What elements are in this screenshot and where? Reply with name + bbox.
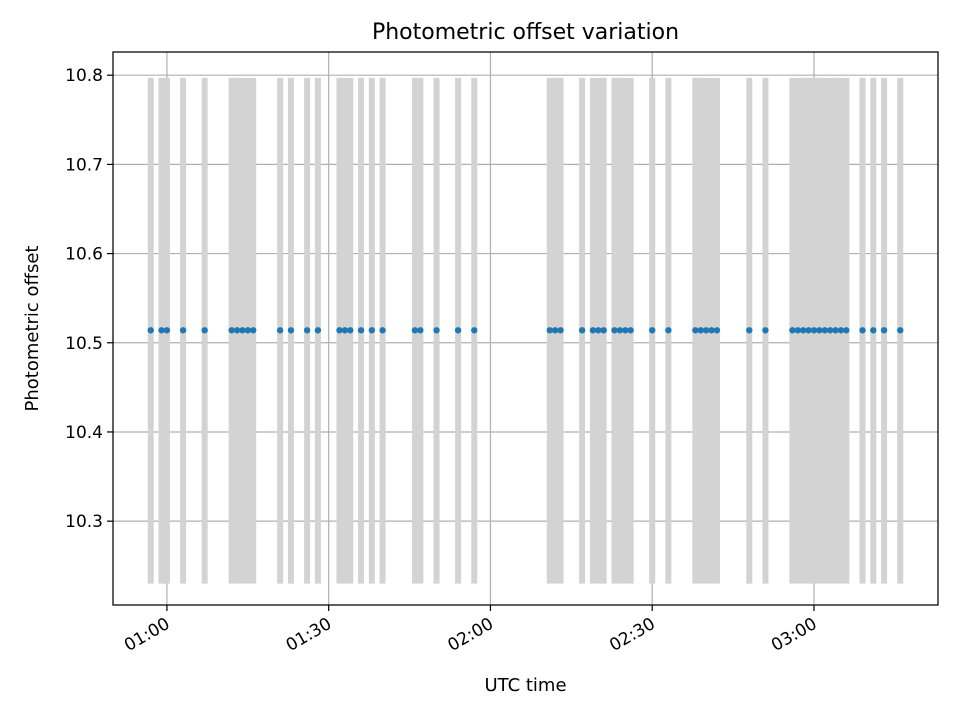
- data-point: [600, 327, 607, 334]
- data-point: [616, 327, 624, 334]
- data-point: [287, 327, 295, 334]
- data-point: [708, 327, 715, 334]
- data-point: [843, 327, 850, 334]
- data-point: [433, 327, 440, 334]
- data-point: [314, 327, 322, 334]
- data-point: [163, 327, 171, 334]
- data-point: [870, 327, 877, 334]
- data-point: [276, 327, 284, 334]
- data-point: [228, 327, 235, 334]
- chart-title: Photometric offset variation: [372, 20, 679, 45]
- data-point: [551, 327, 559, 334]
- y-tick-label: 10.4: [65, 423, 103, 443]
- data-point: [746, 327, 753, 334]
- data-point: [158, 327, 165, 334]
- data-point: [805, 327, 812, 334]
- data-point: [799, 327, 807, 334]
- data-point: [859, 327, 866, 334]
- data-point: [627, 327, 634, 334]
- x-tick-label: 02:00: [445, 614, 497, 656]
- data-point: [697, 327, 704, 334]
- data-point: [589, 327, 597, 334]
- data-point: [578, 327, 586, 334]
- data-point: [595, 327, 602, 334]
- data-point: [471, 327, 478, 334]
- y-tick-label: 10.8: [65, 66, 103, 86]
- data-point: [557, 327, 564, 334]
- data-point: [794, 327, 802, 334]
- data-point: [821, 327, 828, 334]
- data-point: [832, 327, 839, 334]
- data-point: [762, 327, 769, 334]
- data-point: [239, 327, 246, 334]
- data-point: [244, 327, 252, 334]
- data-point: [147, 327, 154, 334]
- data-point: [789, 327, 796, 334]
- y-tick-label: 10.3: [65, 512, 103, 532]
- data-point: [179, 327, 187, 334]
- data-point: [837, 327, 845, 334]
- data-point: [336, 327, 343, 334]
- data-point: [233, 327, 241, 334]
- data-point: [546, 327, 553, 334]
- data-point: [368, 327, 376, 334]
- x-tick-label: 02:30: [606, 614, 658, 656]
- data-point: [303, 327, 311, 334]
- data-point: [357, 327, 365, 334]
- data-point: [201, 327, 208, 334]
- data-point: [702, 327, 710, 334]
- data-point: [341, 327, 349, 334]
- data-points: [147, 327, 904, 334]
- x-axis-label: UTC time: [484, 675, 566, 696]
- y-tick-label: 10.5: [65, 334, 103, 354]
- data-point: [810, 327, 818, 334]
- x-tick-label: 01:30: [283, 614, 335, 656]
- data-point: [411, 327, 419, 334]
- data-point: [249, 327, 257, 334]
- data-point: [622, 327, 629, 334]
- data-point: [454, 327, 462, 334]
- data-point: [880, 327, 888, 334]
- y-axis-label: Photometric offset: [22, 246, 43, 412]
- data-point: [713, 327, 721, 334]
- data-point: [897, 327, 904, 334]
- y-tick-label: 10.6: [65, 245, 103, 265]
- x-tick-label: 01:00: [121, 614, 173, 656]
- data-point: [826, 327, 834, 334]
- data-point: [379, 327, 386, 334]
- data-point: [665, 327, 672, 334]
- y-tick-label: 10.7: [65, 155, 103, 175]
- data-point: [649, 327, 656, 334]
- data-point: [816, 327, 823, 334]
- data-point: [417, 327, 424, 334]
- data-point: [692, 327, 699, 334]
- data-point: [347, 327, 354, 334]
- data-point: [611, 327, 618, 334]
- plot-frame: [112, 51, 939, 606]
- x-tick-label: 03:00: [768, 614, 820, 656]
